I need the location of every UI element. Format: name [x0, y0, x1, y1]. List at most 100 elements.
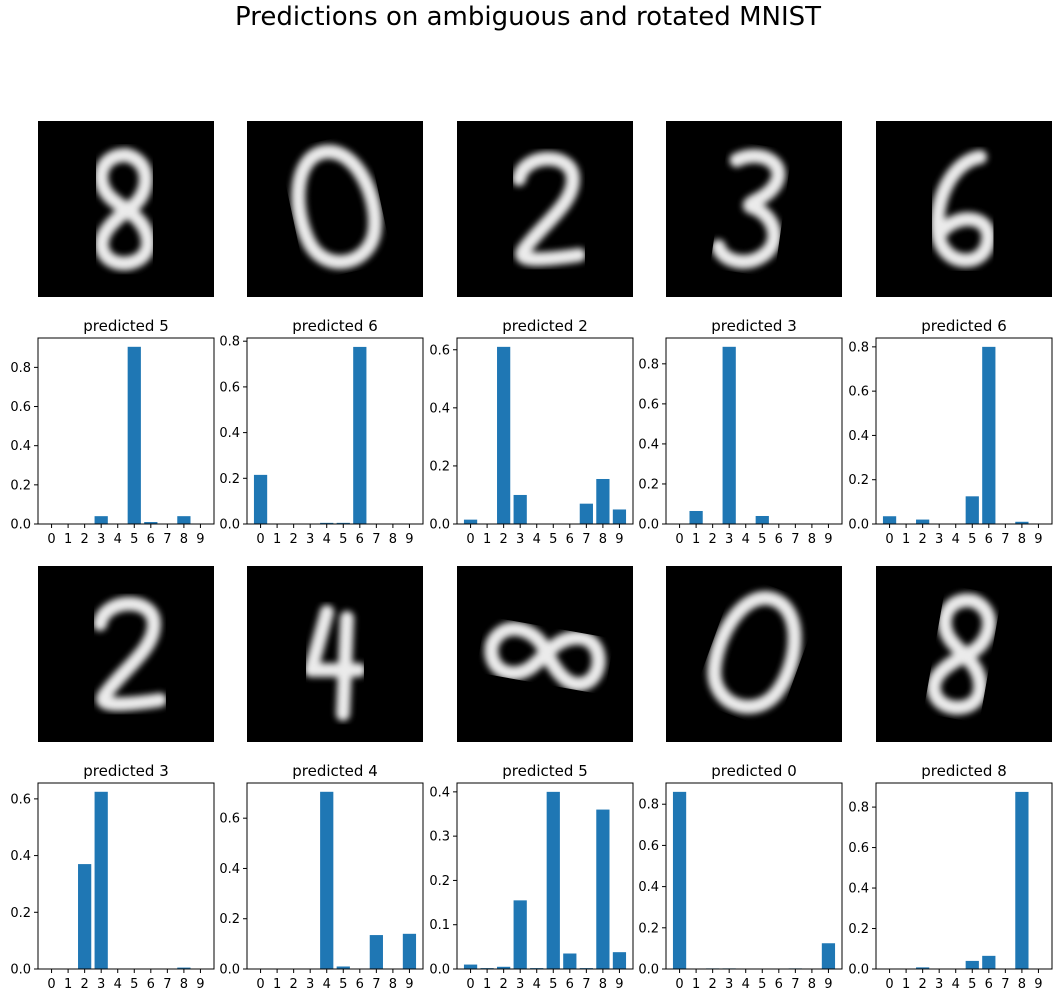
y-tick-label: 0.0 [219, 518, 240, 533]
digit-image [247, 566, 423, 742]
y-tick-label: 0.2 [10, 906, 31, 921]
y-tick-label: 0.1 [429, 918, 450, 933]
bar-chart-2: predicted 6 0.0 0.2 0.4 0.6 0.8 0 1 2 3 4 5 6 7 8 9 [219, 317, 424, 547]
x-tick-label: 2 [919, 532, 927, 547]
bar-5 [336, 966, 350, 969]
x-tick-label: 3 [516, 532, 524, 547]
bar-3 [722, 346, 736, 524]
x-tick-label: 8 [808, 532, 816, 547]
bar-0 [253, 474, 268, 524]
x-tick-label: 9 [824, 532, 832, 547]
x-tick-label: 3 [306, 977, 314, 992]
x-tick-label: 6 [147, 977, 155, 992]
bar-1 [689, 510, 703, 524]
chart-title: predicted 0 [711, 762, 796, 780]
y-tick-label: 0.0 [848, 518, 869, 533]
digit-image [247, 121, 423, 297]
y-tick-label: 0.2 [219, 912, 240, 927]
bar-7 [369, 935, 383, 969]
x-tick-label: 9 [615, 977, 623, 992]
y-tick-label: 0.2 [848, 922, 869, 937]
chart-title: predicted 4 [292, 762, 377, 780]
x-tick-label: 4 [952, 532, 960, 547]
y-tick-label: 0.2 [219, 472, 240, 487]
x-tick-label: 7 [1001, 977, 1009, 992]
bar-6 [144, 522, 158, 524]
bar-0 [882, 516, 897, 524]
y-tick-label: 0.2 [429, 874, 450, 889]
x-tick-label: 7 [582, 977, 590, 992]
digit-image [457, 121, 633, 297]
x-tick-label: 5 [339, 977, 347, 992]
digit-stroke [94, 148, 155, 271]
x-tick-label: 7 [163, 532, 171, 547]
x-tick-label: 8 [180, 977, 188, 992]
y-tick-label: 0.6 [219, 812, 240, 827]
axes-frame [456, 337, 634, 525]
bar-3 [94, 791, 108, 969]
x-tick-label: 2 [709, 532, 717, 547]
bar-chart-7: predicted 4 0.0 0.2 0.4 0.6 0 1 2 3 4 5 6 7 8 9 [219, 762, 424, 992]
axes-frame [246, 337, 424, 525]
y-tick-label: 0.6 [848, 385, 869, 400]
bar-9 [402, 933, 417, 969]
y-tick-label: 0.0 [10, 518, 31, 533]
y-tick-label: 0.6 [10, 792, 31, 807]
y-tick-label: 0.0 [429, 518, 450, 533]
x-tick-label: 8 [808, 977, 816, 992]
x-tick-label: 3 [935, 532, 943, 547]
y-tick-label: 0.4 [10, 849, 31, 864]
bar-5 [546, 791, 560, 969]
x-tick-label: 5 [339, 532, 347, 547]
bar-4 [320, 522, 334, 524]
y-tick-label: 0.2 [10, 478, 31, 493]
x-tick-label: 3 [97, 977, 105, 992]
x-tick-label: 4 [533, 977, 541, 992]
x-tick-label: 2 [290, 977, 298, 992]
x-tick-label: 2 [81, 532, 89, 547]
x-tick-label: 5 [758, 532, 766, 547]
x-tick-label: 0 [466, 532, 474, 547]
bar-2 [916, 967, 930, 969]
x-tick-label: 1 [692, 532, 700, 547]
bar-8 [596, 478, 610, 524]
bar-0 [463, 519, 478, 524]
y-tick-label: 0.8 [10, 361, 31, 376]
x-tick-label: 2 [919, 977, 927, 992]
x-tick-label: 5 [968, 977, 976, 992]
x-tick-label: 0 [47, 532, 55, 547]
x-tick-label: 7 [372, 532, 380, 547]
x-tick-label: 4 [742, 977, 750, 992]
chart-title: predicted 6 [292, 317, 377, 335]
x-tick-label: 1 [273, 532, 281, 547]
y-tick-label: 0.0 [219, 963, 240, 978]
bar-2 [916, 519, 930, 524]
x-tick-label: 3 [97, 532, 105, 547]
x-tick-label: 2 [709, 977, 717, 992]
y-tick-label: 0.8 [638, 798, 659, 813]
bar-chart-3: predicted 2 0.0 0.2 0.4 0.6 0 1 2 3 4 5 6 7 8 9 [429, 317, 634, 547]
digit-stroke [512, 151, 586, 267]
x-tick-label: 6 [775, 532, 783, 547]
x-tick-label: 1 [692, 977, 700, 992]
y-tick-label: 0.4 [848, 882, 869, 897]
bar-2 [78, 864, 92, 969]
x-tick-label: 1 [64, 977, 72, 992]
digit-stroke [711, 149, 786, 269]
digit-image [876, 121, 1052, 297]
x-tick-label: 4 [952, 977, 960, 992]
x-tick-label: 7 [791, 977, 799, 992]
bar-7 [579, 503, 593, 524]
x-tick-label: 8 [180, 532, 188, 547]
y-tick-label: 0.0 [848, 963, 869, 978]
x-tick-label: 5 [130, 532, 138, 547]
x-tick-label: 7 [163, 977, 171, 992]
bar-6 [563, 953, 577, 969]
y-tick-label: 0.6 [638, 397, 659, 412]
digit-stroke [304, 605, 366, 721]
x-tick-label: 0 [885, 977, 893, 992]
x-tick-label: 9 [824, 977, 832, 992]
x-tick-label: 8 [599, 977, 607, 992]
chart-title: predicted 2 [502, 317, 587, 335]
bar-5 [127, 346, 141, 524]
